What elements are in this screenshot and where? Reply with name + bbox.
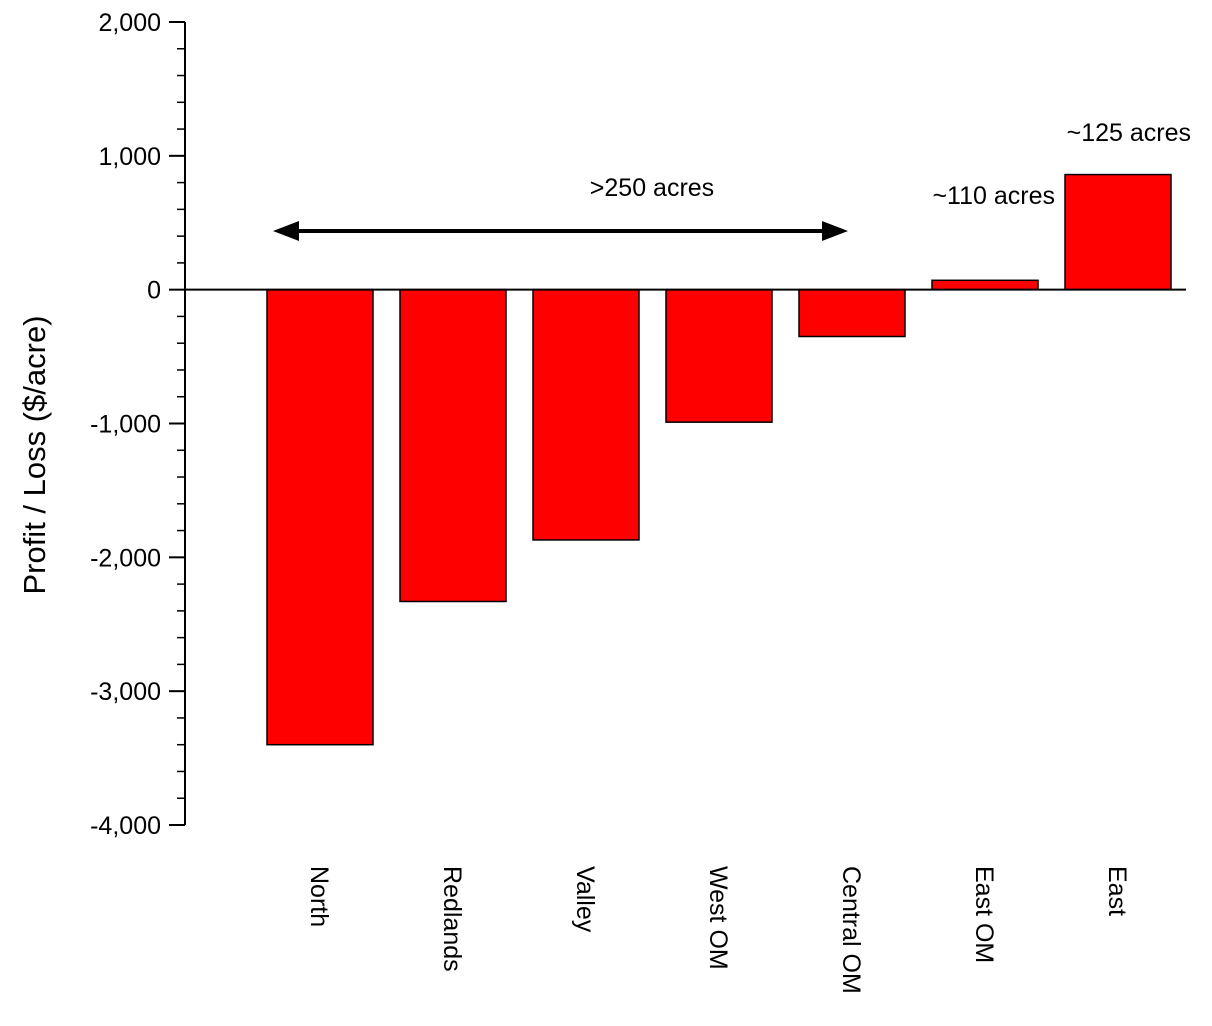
bar-valley	[532, 288, 640, 541]
y-tick-label: 0	[147, 277, 161, 305]
east-acres-annotation: ~125 acres	[1067, 119, 1191, 147]
range-arrow-right-head	[822, 221, 848, 241]
bar-north	[266, 288, 374, 746]
range-annotation: >250 acres	[590, 174, 714, 202]
y-tick-label: -1,000	[90, 411, 161, 439]
y-axis: 2,000 1,000 0 -1,000 -2,000 -3,000 -4,000	[90, 9, 186, 840]
y-tick-label: -4,000	[90, 812, 161, 840]
y-axis-title: Profit / Loss ($/acre)	[17, 315, 52, 594]
bar-west-om	[665, 288, 773, 423]
category-labels: North Redlands Valley West OM Central OM East…	[305, 866, 1131, 994]
category-label-valley: Valley	[571, 866, 599, 933]
bars-group	[266, 173, 1172, 746]
y-tick-label: -3,000	[90, 678, 161, 706]
category-label-north: North	[305, 866, 333, 927]
y-tick-label: 2,000	[98, 9, 161, 37]
east-om-acres-annotation: ~110 acres	[932, 182, 1055, 210]
range-arrow	[273, 221, 848, 241]
category-label-central-om: Central OM	[837, 866, 865, 994]
category-label-west-om: West OM	[704, 866, 732, 970]
bar-redlands	[399, 288, 507, 603]
y-tick-label: 1,000	[98, 143, 161, 171]
category-label-east: East	[1103, 866, 1131, 916]
category-label-redlands: Redlands	[438, 866, 466, 972]
y-tick-label: -2,000	[90, 544, 161, 572]
bar-east	[1064, 173, 1172, 291]
bar-east-om	[931, 279, 1039, 291]
category-label-east-om: East OM	[970, 866, 998, 963]
range-arrow-left-head	[273, 221, 299, 241]
bar-central-om	[798, 288, 906, 338]
